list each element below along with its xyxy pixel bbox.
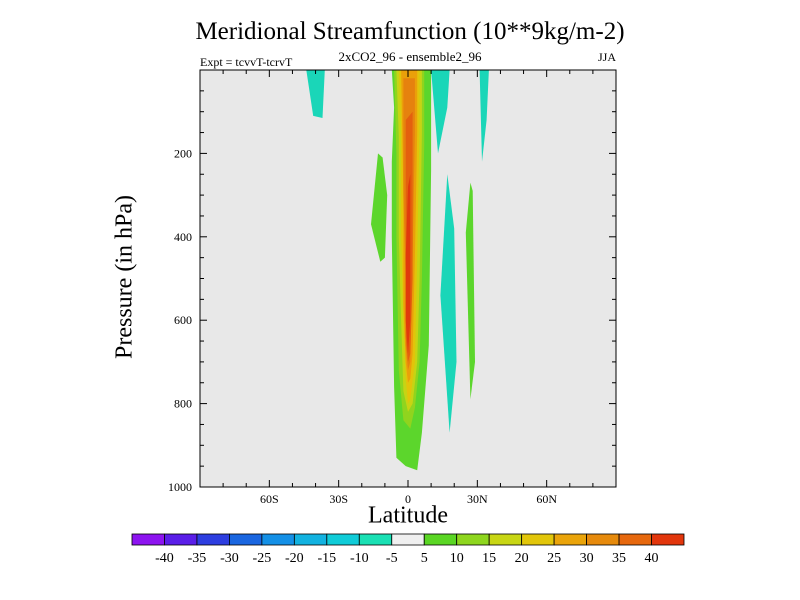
colorbar-box	[261, 533, 295, 546]
contour-region	[371, 153, 388, 262]
colorbar-box	[196, 533, 230, 546]
contour-region	[306, 70, 325, 118]
colorbar-box	[553, 533, 587, 546]
colorbar-label: 35	[612, 551, 626, 566]
colorbar-label: -25	[253, 551, 272, 566]
colorbar-label: 15	[482, 551, 496, 566]
season-label: JJA	[597, 50, 616, 64]
x-tick-label: 60S	[260, 492, 279, 506]
y-tick-label: 400	[174, 230, 192, 244]
contour-region	[440, 174, 457, 433]
y-tick-label: 600	[174, 313, 192, 327]
colorbar-label: -40	[155, 551, 174, 566]
colorbar-box	[586, 533, 620, 546]
colorbar-label: -5	[386, 551, 398, 566]
colorbar-box	[456, 533, 490, 546]
x-tick-label: 60N	[536, 492, 557, 506]
y-tick-label: 1000	[168, 480, 192, 494]
colorbar-label: 20	[515, 551, 529, 566]
colorbar-box	[423, 533, 458, 546]
colorbar-box	[229, 533, 263, 546]
colorbar-box	[326, 533, 360, 546]
x-tick-label: 0	[405, 492, 411, 506]
colorbar-label: -10	[350, 551, 369, 566]
colorbar-label: -30	[220, 551, 239, 566]
colorbar-label: -35	[188, 551, 207, 566]
chart-subtitle: 2xCO2_96 - ensemble2_96	[338, 49, 482, 64]
experiment-label: Expt = tcvvT-tcrvT	[200, 55, 293, 69]
colorbar-box	[618, 533, 652, 546]
colorbar-label: -15	[317, 551, 336, 566]
y-tick-label: 800	[174, 397, 192, 411]
colorbar-box	[521, 533, 555, 546]
colorbar-box	[358, 533, 393, 546]
chart-title: Meridional Streamfunction (10**9kg/m-2)	[195, 18, 625, 45]
colorbar-label: 10	[450, 551, 464, 566]
contour-region	[431, 70, 450, 154]
y-tick-label: 200	[174, 146, 192, 160]
colorbar-box	[164, 533, 198, 546]
colorbar-label: 30	[580, 551, 594, 566]
contour-region	[465, 182, 475, 400]
colorbar-label: 5	[421, 551, 428, 566]
x-tick-label: 30S	[329, 492, 348, 506]
colorbar-label: -20	[285, 551, 304, 566]
colorbar-box	[651, 533, 685, 546]
colorbar-box	[131, 533, 165, 546]
colorbar-box	[488, 533, 523, 546]
contour-region	[479, 70, 489, 162]
contour-region	[405, 174, 411, 354]
x-tick-label: 30N	[467, 492, 488, 506]
colorbar-box	[293, 533, 328, 546]
colorbar-box	[391, 533, 425, 546]
colorbar-label: 25	[547, 551, 561, 566]
x-axis-label: Latitude	[368, 502, 448, 529]
colorbar-label: 40	[645, 551, 659, 566]
